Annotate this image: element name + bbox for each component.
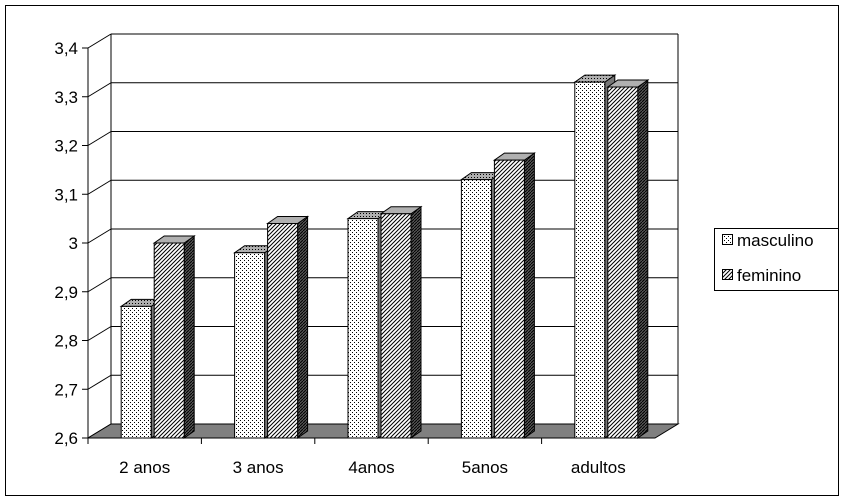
legend-swatch-masculino: [722, 234, 733, 245]
y-tick-label: 2,8: [54, 332, 78, 351]
gridline-side: [87, 33, 112, 49]
y-tick-label: 3: [69, 234, 78, 253]
y-tick-label: 3,4: [54, 39, 78, 58]
gridline-side: [87, 374, 112, 390]
y-axis: 2,6 2,7 2,8 2,9 3 3,1 3,2 3,3 3,4: [54, 39, 89, 448]
bars: [119, 74, 650, 439]
gridline-side: [87, 228, 112, 244]
bar-front: [380, 213, 412, 439]
bar-front: [574, 81, 606, 439]
x-tick-label: 5anos: [462, 458, 508, 477]
x-tick-label: 4anos: [348, 458, 394, 477]
x-tick-label: 2 anos: [119, 458, 170, 477]
legend-swatch-feminino: [722, 269, 733, 280]
y-tick-label: 3,3: [54, 88, 78, 107]
legend-label-feminino: feminino: [737, 266, 801, 285]
bar: [379, 205, 423, 439]
y-tick-label: 2,7: [54, 380, 78, 399]
gridline-side: [87, 82, 112, 98]
x-tick-label: 3 anos: [233, 458, 284, 477]
gridline-side: [87, 179, 112, 195]
bar-side: [297, 215, 309, 439]
bar: [492, 152, 536, 439]
bar: [606, 79, 650, 439]
x-tick-label: adultos: [571, 458, 626, 477]
bar-side: [183, 235, 195, 439]
legend-box: [714, 228, 839, 291]
bar: [152, 235, 196, 439]
bar-front: [120, 305, 152, 439]
bar-front: [347, 218, 379, 439]
bar-side: [410, 205, 422, 439]
gridline-side: [87, 326, 112, 341]
gridline-side: [87, 131, 112, 146]
gridline-side: [87, 277, 112, 293]
bar-front: [153, 242, 185, 439]
bar-front: [267, 223, 299, 439]
bar-front: [607, 86, 639, 439]
bar: [266, 215, 310, 439]
y-tick-label: 3,2: [54, 137, 78, 156]
legend-label-masculino: masculino: [737, 231, 814, 250]
y-tick-label: 2,9: [54, 283, 78, 302]
y-tick-label: 2,6: [54, 429, 78, 448]
bar-side: [523, 152, 535, 439]
bar-side: [637, 79, 649, 439]
bar-front: [493, 159, 525, 439]
legend: masculino feminino: [714, 228, 839, 291]
bar-front: [234, 252, 266, 439]
bar-front: [460, 179, 492, 439]
y-tick-label: 3,1: [54, 185, 78, 204]
x-axis-labels: 2 anos 3 anos 4anos 5anos adultos: [87, 438, 626, 477]
